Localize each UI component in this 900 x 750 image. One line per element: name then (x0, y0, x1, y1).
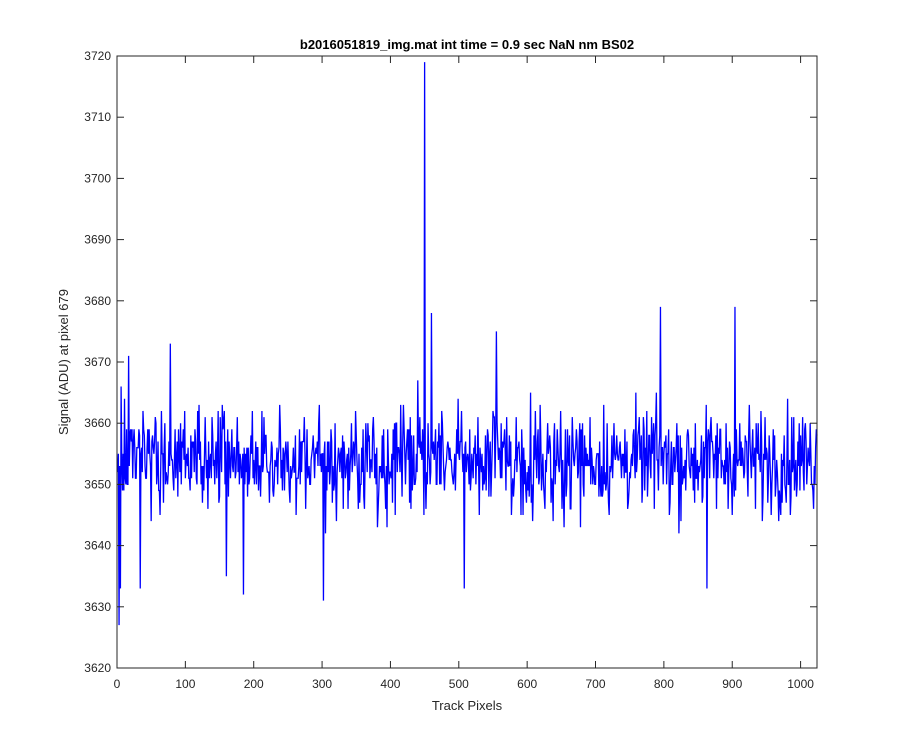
y-tick-label: 3650 (84, 477, 111, 491)
x-tick-label: 700 (586, 677, 606, 691)
x-tick-label: 200 (244, 677, 264, 691)
x-tick-label: 400 (380, 677, 400, 691)
y-tick-label: 3690 (84, 233, 111, 247)
y-tick-label: 3670 (84, 355, 111, 369)
y-axis-label: Signal (ADU) at pixel 679 (56, 289, 71, 435)
x-axis: 0 100 200 300 400 500 600 700 800 900 1000 (114, 56, 814, 691)
y-tick-label: 3720 (84, 49, 111, 63)
series-line (117, 62, 818, 626)
y-tick-label: 3640 (84, 539, 111, 553)
y-tick-label: 3680 (84, 294, 111, 308)
x-tick-label: 900 (722, 677, 742, 691)
y-tick-label: 3700 (84, 171, 111, 185)
x-tick-label: 800 (654, 677, 674, 691)
y-axis: 3620 3630 3640 3650 3660 3670 3680 3690 3700 3710… (84, 49, 817, 675)
y-tick-label: 3620 (84, 661, 111, 675)
y-tick-label: 3710 (84, 110, 111, 124)
x-tick-label: 100 (175, 677, 195, 691)
chart-title: b2016051819_img.mat int time = 0.9 sec N… (300, 37, 634, 52)
x-tick-label: 0 (114, 677, 121, 691)
x-tick-label: 500 (449, 677, 469, 691)
x-axis-label: Track Pixels (432, 698, 503, 713)
x-tick-label: 300 (312, 677, 332, 691)
x-tick-label: 1000 (787, 677, 814, 691)
series-layer (117, 62, 818, 626)
plot-area (117, 56, 817, 668)
x-tick-label: 600 (517, 677, 537, 691)
y-tick-label: 3660 (84, 416, 111, 430)
y-tick-label: 3630 (84, 600, 111, 614)
